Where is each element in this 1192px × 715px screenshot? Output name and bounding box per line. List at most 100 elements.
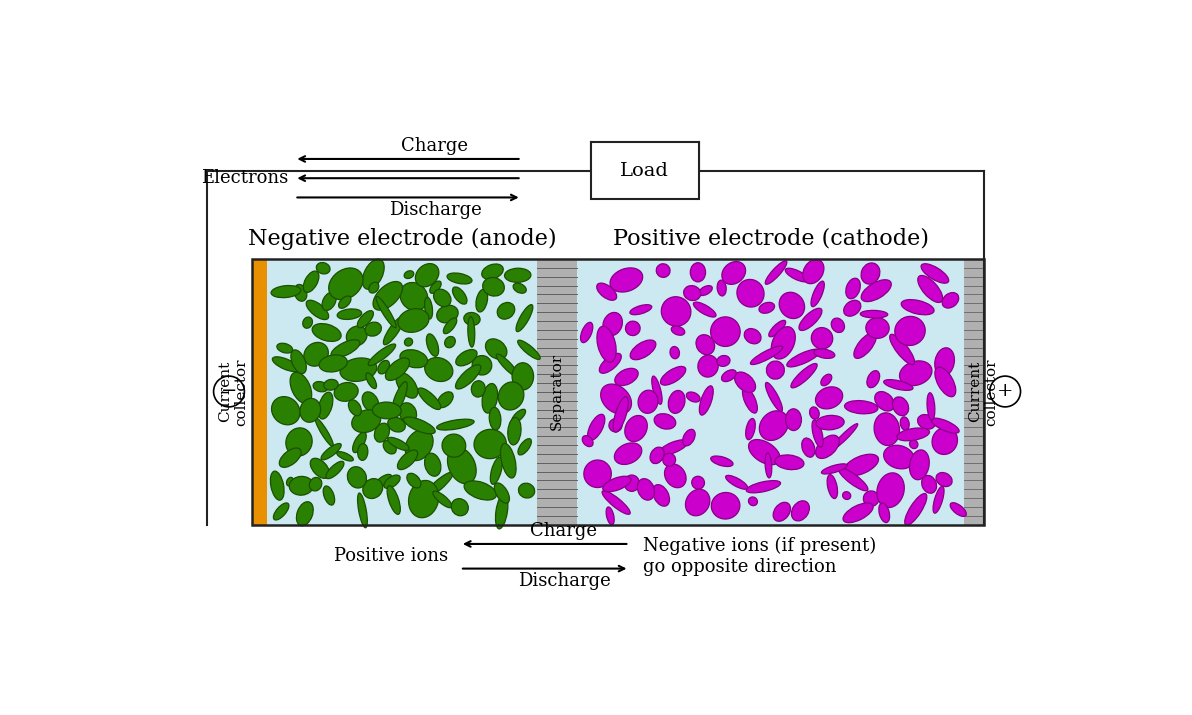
Ellipse shape: [950, 503, 967, 516]
Ellipse shape: [430, 281, 441, 293]
Ellipse shape: [271, 285, 300, 297]
Ellipse shape: [489, 408, 501, 430]
Ellipse shape: [383, 440, 396, 454]
Ellipse shape: [401, 282, 428, 310]
Ellipse shape: [638, 478, 654, 500]
Ellipse shape: [387, 418, 405, 432]
Ellipse shape: [409, 480, 439, 518]
Ellipse shape: [867, 370, 880, 388]
Ellipse shape: [787, 349, 820, 367]
Ellipse shape: [310, 458, 329, 478]
Ellipse shape: [373, 282, 403, 310]
Ellipse shape: [879, 503, 889, 523]
Ellipse shape: [874, 413, 900, 445]
Ellipse shape: [272, 397, 300, 425]
Ellipse shape: [625, 475, 639, 491]
Ellipse shape: [588, 414, 604, 440]
Bar: [267, 259, 536, 525]
Ellipse shape: [482, 383, 497, 413]
Ellipse shape: [683, 429, 695, 446]
Ellipse shape: [453, 287, 467, 304]
Ellipse shape: [297, 502, 313, 526]
Ellipse shape: [366, 373, 377, 388]
Ellipse shape: [933, 486, 944, 513]
Ellipse shape: [918, 415, 936, 429]
Bar: [536, 259, 577, 525]
Ellipse shape: [447, 448, 476, 484]
Ellipse shape: [935, 367, 956, 397]
Ellipse shape: [424, 453, 441, 476]
Ellipse shape: [918, 275, 943, 302]
Ellipse shape: [751, 346, 783, 365]
Ellipse shape: [513, 363, 534, 390]
Ellipse shape: [597, 283, 616, 300]
Ellipse shape: [365, 322, 381, 336]
Ellipse shape: [485, 339, 507, 359]
Text: Discharge: Discharge: [389, 202, 482, 220]
Ellipse shape: [277, 343, 293, 353]
Ellipse shape: [348, 400, 361, 415]
Ellipse shape: [362, 259, 384, 290]
Ellipse shape: [694, 302, 716, 317]
Ellipse shape: [809, 407, 819, 419]
Ellipse shape: [279, 448, 302, 468]
Ellipse shape: [652, 376, 662, 404]
Ellipse shape: [397, 450, 417, 470]
Ellipse shape: [699, 285, 713, 295]
Ellipse shape: [710, 317, 740, 347]
Ellipse shape: [318, 392, 333, 419]
Ellipse shape: [786, 409, 801, 430]
Ellipse shape: [352, 410, 380, 433]
Ellipse shape: [746, 418, 756, 440]
Ellipse shape: [921, 264, 949, 283]
Ellipse shape: [660, 366, 685, 385]
Ellipse shape: [759, 302, 775, 313]
Ellipse shape: [893, 397, 908, 415]
Ellipse shape: [375, 297, 396, 327]
Ellipse shape: [831, 424, 858, 450]
Ellipse shape: [271, 471, 284, 500]
Ellipse shape: [606, 507, 614, 525]
Ellipse shape: [843, 492, 851, 500]
Ellipse shape: [812, 420, 824, 447]
Ellipse shape: [909, 450, 930, 480]
Ellipse shape: [734, 372, 756, 393]
Bar: [964, 259, 983, 525]
Ellipse shape: [936, 473, 952, 487]
Ellipse shape: [476, 290, 488, 312]
Ellipse shape: [817, 415, 844, 430]
Ellipse shape: [846, 278, 861, 299]
Ellipse shape: [353, 432, 366, 453]
Ellipse shape: [861, 280, 892, 302]
Ellipse shape: [927, 393, 935, 420]
Ellipse shape: [319, 355, 347, 372]
Ellipse shape: [424, 358, 453, 382]
Ellipse shape: [664, 464, 687, 488]
Ellipse shape: [737, 280, 764, 307]
Ellipse shape: [883, 380, 913, 390]
Ellipse shape: [384, 475, 401, 488]
Text: +: +: [997, 383, 1013, 400]
Ellipse shape: [687, 392, 700, 402]
Ellipse shape: [315, 418, 334, 446]
Ellipse shape: [786, 268, 808, 282]
Ellipse shape: [932, 428, 957, 455]
Ellipse shape: [401, 350, 428, 368]
Ellipse shape: [877, 473, 905, 508]
Ellipse shape: [519, 483, 535, 498]
Ellipse shape: [290, 476, 313, 495]
Ellipse shape: [442, 434, 466, 457]
Ellipse shape: [889, 335, 914, 365]
Ellipse shape: [396, 373, 417, 398]
Ellipse shape: [863, 491, 879, 506]
Ellipse shape: [303, 317, 312, 328]
Ellipse shape: [498, 382, 523, 410]
Ellipse shape: [631, 340, 656, 360]
Ellipse shape: [497, 302, 515, 319]
Ellipse shape: [613, 397, 628, 433]
Ellipse shape: [399, 403, 416, 423]
Ellipse shape: [654, 414, 676, 429]
Ellipse shape: [696, 335, 715, 355]
Ellipse shape: [374, 423, 390, 442]
Ellipse shape: [831, 318, 844, 332]
